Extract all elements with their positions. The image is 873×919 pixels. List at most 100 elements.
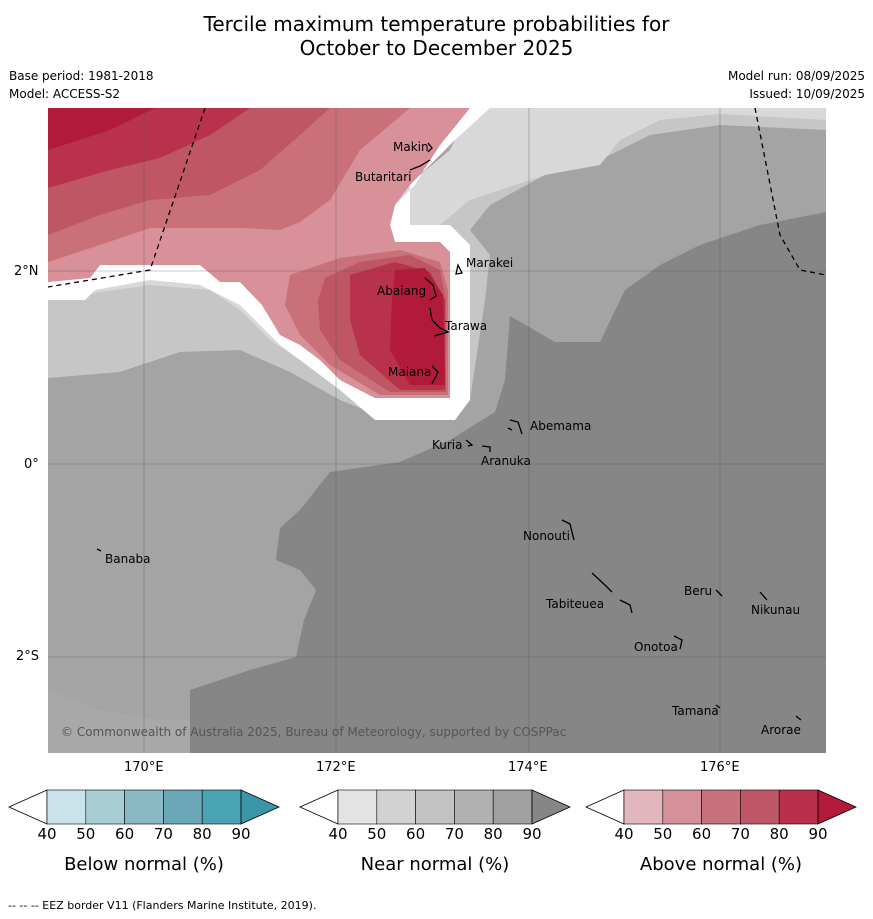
above-normal-60-region [48,108,446,392]
island-tamana [715,704,721,709]
island-arorae [795,715,802,721]
copyright-text: © Commonwealth of Australia 2025, Bureau… [61,725,566,739]
colorbar-tick-label: 90 [808,825,827,842]
eez-border [48,108,826,288]
colorbar-near-normal: 40 50 60 70 80 90 [299,789,571,842]
label-onotoa: Onotoa [634,640,678,654]
island-tabiteuea [591,572,633,614]
island-onotoa [673,635,683,650]
meta-right: Model run: 08/09/2025 Issued: 10/09/2025 [728,67,865,103]
eez-footnote: -- -- -- EEZ border V11 (Flanders Marine… [8,899,317,912]
near-normal-mid-region-sw [48,690,190,753]
title-line-1: Tercile maximum temperature probabilitie… [203,12,670,36]
island-abemama [507,419,523,435]
above-normal-80-region [48,108,445,385]
colorbar-segment [662,789,702,825]
colorbar-high-extension [817,789,857,825]
meta-left: Base period: 1981-2018 Model: ACCESS-S2 [9,67,154,103]
island-beru [715,589,723,597]
colorbar-below-normal: 40 50 60 70 80 90 [8,789,280,842]
near-normal-lightest-region-north [48,108,826,412]
colorbar-tick-label: 40 [37,825,56,842]
colorbar-title-above: Above normal (%) [639,854,803,875]
label-maiana: Maiana [388,365,431,379]
island-nikunau [759,591,768,601]
island-butaritari [409,159,431,171]
colorbar-tick-label: 80 [484,825,503,842]
label-banaba: Banaba [105,552,151,566]
colorbar-tick-label: 90 [522,825,541,842]
colorbar-tick-label: 90 [231,825,250,842]
colorbar-segment [454,789,494,825]
island-makin [427,142,433,153]
label-abaiang: Abaiang [377,284,426,298]
colorbar-segment [337,789,378,825]
island-tarawa [429,307,450,337]
colorbar-low-extension [299,789,339,825]
island-nonouti [561,519,575,541]
label-beru: Beru [684,584,712,598]
colorbar-segment [778,789,819,825]
title-line-2: October to December 2025 [299,36,574,60]
island-marakei [455,263,463,275]
island-maiana [431,365,439,385]
colorbar-segment [701,789,741,825]
colorbar-tick-label: 70 [731,825,750,842]
colorbar-tick-label: 40 [614,825,633,842]
colorbar-segment [85,789,125,825]
colorbar-tick-label: 80 [193,825,212,842]
model-run: Model run: 08/09/2025 [727,69,865,83]
colorbar-segment [46,789,87,825]
lat-label-2s: 2°S [16,649,40,664]
colorbar-tick-label: 50 [367,825,386,842]
colorbar-tick-label: 50 [76,825,95,842]
model-name: Model: ACCESS-S2 [9,87,121,101]
colorbar-above-normal: 40 50 60 70 80 90 [585,789,857,842]
label-aranuka: Aranuka [481,454,531,468]
colorbar-title-below: Below normal (%) [64,854,224,875]
label-tamana: Tamana [671,704,719,718]
label-tabiteuea: Tabiteuea [545,597,604,611]
label-tarawa: Tarawa [444,319,487,333]
lat-label-2n: 2°N [14,264,39,279]
colorbar-tick-label: 50 [653,825,672,842]
graticule [48,108,826,753]
colorbar-segment [201,789,242,825]
near-normal-light-region-north [48,108,826,420]
island-banaba [96,548,102,552]
island-abaiang [424,277,437,301]
colorbar-segment [623,789,664,825]
colorbar-segment [124,789,164,825]
label-kuria: Kuria [432,438,463,452]
near-normal-high-region [190,212,826,753]
colorbar-svg: 40 50 60 70 80 90 40 50 60 70 80 90 40 50 60 70 80 90 [8,789,857,842]
colorbar-high-extension [240,789,280,825]
label-nonouti: Nonouti [523,529,570,543]
label-nikunau: Nikunau [751,603,800,617]
issued-date: Issued: 10/09/2025 [749,87,865,101]
chart-title: Tercile maximum temperature probabilitie… [0,12,873,60]
colorbar-title-near: Near normal (%) [360,854,510,875]
colorbar-low-extension [585,789,625,825]
lon-label-170e: 170°E [124,760,164,775]
colorbar-tick-label: 60 [692,825,711,842]
island-aranuka [481,445,491,452]
colorbar-tick-label: 70 [154,825,173,842]
colorbar-segment [740,789,780,825]
lon-label-174e: 174°E [508,760,548,775]
colorbar-tick-label: 40 [328,825,347,842]
colorbar-tick-label: 80 [770,825,789,842]
label-makin: Makin [393,140,429,154]
colorbar-low-extension [8,789,48,825]
lat-label-0: 0° [24,457,39,472]
colorbar-segment [163,789,203,825]
label-arorae: Arorae [761,723,801,737]
label-marakei: Marakei [466,256,513,270]
colorbar-tick-label: 60 [115,825,134,842]
probability-map: Makin Butaritari Marakei Abaiang Tarawa … [48,108,826,753]
colorbar-tick-label: 70 [445,825,464,842]
colorbar-segment [492,789,533,825]
map-svg: Makin Butaritari Marakei Abaiang Tarawa … [48,108,826,753]
colorbar-segment [415,789,455,825]
lon-label-172e: 172°E [316,760,356,775]
